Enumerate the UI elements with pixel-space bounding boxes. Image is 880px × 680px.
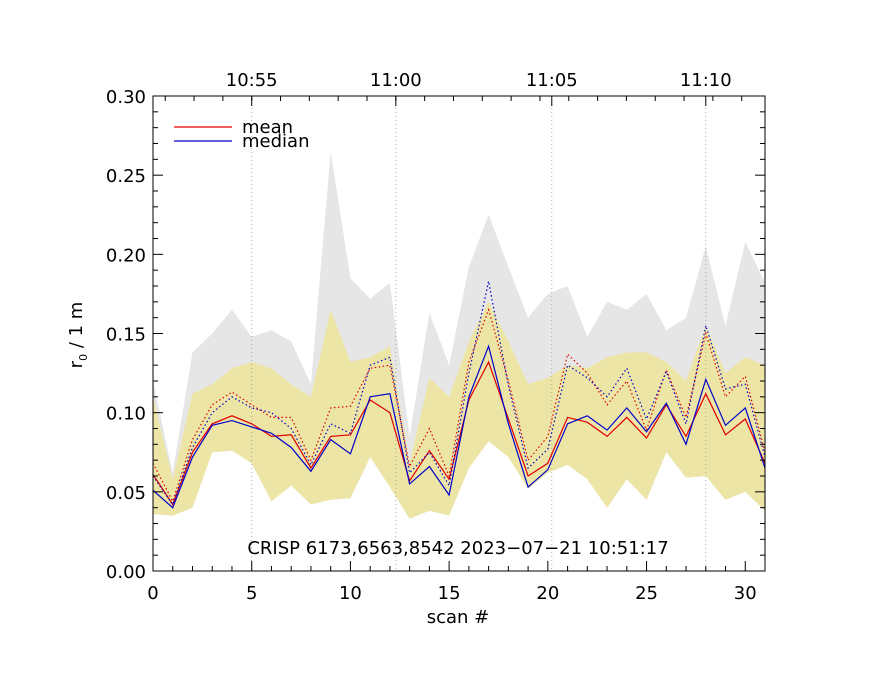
y-axis-label: r0 / 1 m [66, 302, 90, 369]
top-time-label: 11:00 [370, 70, 422, 91]
y-tick-label: 0.05 [106, 483, 146, 504]
y-tick-label: 0.20 [106, 245, 146, 266]
chart-title-annotation: CRISP 6173,6563,8542 2023−07−21 10:51:17 [247, 538, 668, 559]
y-tick-label: 0.00 [106, 562, 146, 583]
spread-bands [153, 151, 765, 519]
x-tick-label: 20 [536, 583, 559, 604]
y-tick-label: 0.25 [106, 166, 146, 187]
y-tick-labels: 0.00 0.05 0.10 0.15 0.20 0.25 0.30 [106, 87, 146, 583]
x-tick-label: 0 [147, 583, 158, 604]
legend-label-median: median [242, 131, 309, 152]
x-tick-label: 15 [438, 583, 461, 604]
top-time-labels: 10:55 11:00 11:05 11:10 [226, 70, 732, 91]
top-time-label: 11:10 [680, 70, 732, 91]
series-median [152, 344, 766, 509]
plot-axes [152, 95, 766, 572]
y-tick-label: 0.15 [106, 325, 146, 346]
series-lines [152, 281, 766, 509]
y-axis-label-main: r [66, 360, 87, 368]
legend-label-mean: mean [242, 117, 293, 138]
top-time-label: 10:55 [226, 70, 278, 91]
x-tick-label: 10 [339, 583, 362, 604]
top-time-label: 11:05 [526, 70, 578, 91]
series-mean [152, 360, 766, 506]
legend: mean median [174, 117, 309, 152]
x-tick-label: 5 [246, 583, 257, 604]
x-tick-labels: 0 5 10 15 20 25 30 [147, 583, 756, 604]
series-median-dotted [152, 281, 766, 506]
x-axis-label: scan # [427, 607, 490, 628]
y-axis-label-subscript: 0 [77, 354, 90, 361]
y-tick-label: 0.10 [106, 404, 146, 425]
y-tick-label: 0.30 [106, 87, 146, 108]
x-tick-label: 30 [734, 583, 757, 604]
x-tick-label: 25 [635, 583, 658, 604]
y-axis-label-rest: / 1 m [66, 302, 87, 354]
